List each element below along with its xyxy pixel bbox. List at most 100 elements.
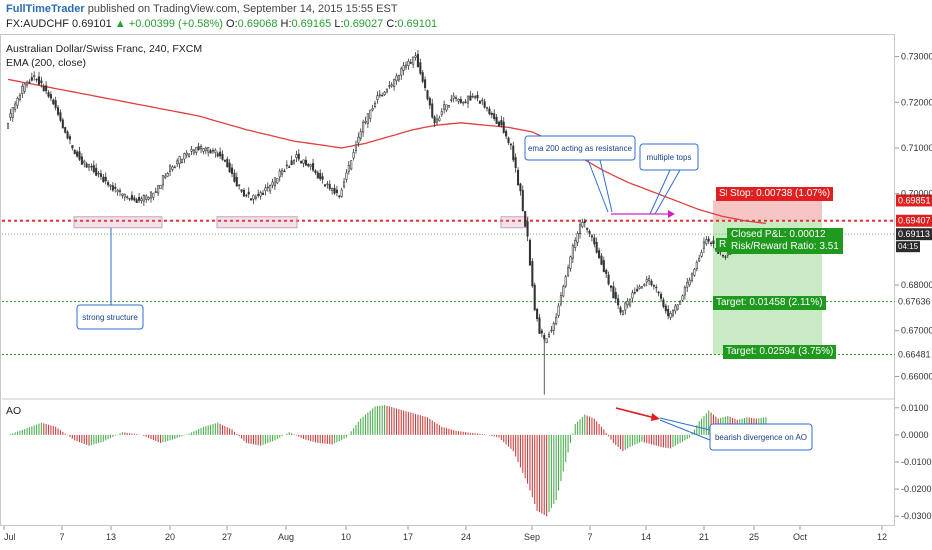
- candle-body: [138, 197, 141, 201]
- last-price: 0.69101: [72, 18, 112, 30]
- candle-body: [328, 184, 331, 190]
- candle-body: [135, 199, 138, 203]
- candle-body: [519, 183, 522, 192]
- pnl-tag[interactable]: Closed P&L: 0.00012 Risk/Reward Ratio: 3…: [727, 228, 843, 254]
- target-1-tag[interactable]: Target: 0.01458 (2.11%): [713, 296, 826, 310]
- risk-reward-zones: [713, 200, 822, 355]
- candle-body: [540, 330, 543, 334]
- level-tag-target-2: 0.66481: [898, 349, 931, 359]
- candle-body: [626, 300, 629, 306]
- stop-tag[interactable]: Stop: 0.00738 (1.07%): [727, 187, 834, 201]
- candle-body: [450, 99, 453, 101]
- structure-box: [500, 216, 529, 229]
- candle-body: [326, 183, 329, 185]
- candle-body: [228, 162, 231, 173]
- candle-body: [195, 147, 198, 153]
- time-tick-label: 27: [222, 532, 232, 542]
- candle-body: [621, 310, 624, 315]
- time-tick-label: 14: [641, 532, 651, 542]
- candle-body: [145, 195, 148, 200]
- candle-body: [180, 158, 184, 163]
- time-tick-label: Oct: [793, 532, 808, 542]
- candle-body: [385, 89, 388, 93]
- candle-body: [126, 196, 129, 198]
- price-tick-label: 0.66000: [901, 371, 932, 381]
- candle-body: [23, 83, 26, 92]
- candle-body: [633, 291, 636, 294]
- candle-body: [474, 96, 477, 98]
- candle-body: [302, 159, 305, 164]
- annot-leader: [649, 169, 671, 215]
- candle-body: [550, 329, 553, 332]
- candle-body: [352, 152, 355, 159]
- candle-body: [490, 113, 493, 115]
- candle-body: [283, 170, 286, 173]
- candle-body: [250, 198, 253, 201]
- candle-body: [693, 268, 696, 276]
- level-tag-bg-stop: [896, 194, 932, 207]
- candle-body: [459, 98, 462, 103]
- ema-200-line: [7, 78, 766, 225]
- ema-200-path: [7, 78, 766, 225]
- candle-body: [240, 189, 243, 192]
- publish-info: published on TradingView.com, September …: [87, 3, 398, 15]
- annotations: strong structure ema 200 acting as resist…: [76, 135, 813, 451]
- candle-body: [102, 176, 105, 183]
- candle-body: [292, 160, 296, 164]
- candle-body: [671, 310, 674, 316]
- candle-body: [147, 196, 150, 200]
- candle-body: [323, 184, 327, 187]
- annot-ema-resistance-box: [524, 135, 636, 161]
- candle-body: [66, 131, 69, 139]
- candle-body: [557, 305, 560, 316]
- candle-body: [297, 153, 300, 160]
- candle-body: [276, 178, 279, 184]
- symbol-label: FX:AUDCHF: [6, 18, 69, 30]
- open-value: 0.69068: [237, 18, 278, 30]
- candle-body: [242, 189, 245, 197]
- candle-body: [152, 192, 155, 198]
- candle-body: [712, 240, 715, 245]
- candle-body: [466, 95, 470, 104]
- time-axis: Jul 7 13 20 27 Aug 10 17 24 Sep 7 14 21 25 Oct 12: [3, 526, 887, 542]
- candle-body: [700, 252, 703, 257]
- candle-body: [192, 149, 195, 154]
- candle-body: [390, 84, 393, 87]
- chart-title: Australian Dollar/Swiss Franc, 240, FXCM: [6, 43, 203, 55]
- candle-body: [71, 145, 74, 149]
- candle-body: [183, 153, 186, 160]
- candle-body: [140, 198, 143, 201]
- candle-body: [14, 103, 17, 110]
- author-name[interactable]: FullTimeTrader: [6, 3, 85, 15]
- candle-body: [679, 301, 682, 305]
- close-label: C:: [386, 18, 398, 30]
- candle-body: [149, 191, 153, 199]
- countdown-label: 04:15: [898, 242, 919, 251]
- candle-body: [52, 99, 55, 105]
- candle-body: [76, 151, 79, 157]
- candle-body: [690, 273, 694, 281]
- candle-body: [543, 335, 546, 340]
- candle-body: [481, 99, 484, 102]
- candle-body: [578, 224, 582, 235]
- candle-body: [516, 169, 520, 186]
- candle-body: [223, 159, 226, 162]
- ema-legend[interactable]: EMA (200, close): [6, 57, 86, 69]
- candle-body: [655, 286, 658, 289]
- annot-leader: [659, 419, 711, 441]
- candle-body: [61, 119, 64, 129]
- target-2-tag[interactable]: Target: 0.02594 (3.75%): [723, 345, 837, 359]
- tops-arrow-head: [668, 210, 675, 218]
- candle-body: [359, 131, 362, 139]
- candle-body: [562, 286, 565, 297]
- candle-body: [702, 241, 705, 249]
- candle-body: [200, 146, 203, 150]
- candle-body: [636, 288, 639, 292]
- candle-body: [631, 292, 634, 299]
- candle-body: [207, 147, 210, 153]
- ao-legend[interactable]: AO: [6, 405, 22, 417]
- candle-body: [645, 278, 648, 283]
- candle-body: [617, 298, 620, 306]
- annot-leader: [587, 159, 609, 213]
